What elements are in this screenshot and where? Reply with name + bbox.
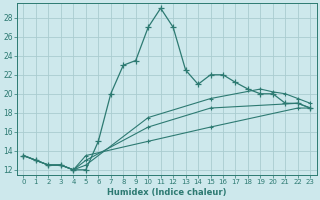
X-axis label: Humidex (Indice chaleur): Humidex (Indice chaleur) <box>107 188 227 197</box>
